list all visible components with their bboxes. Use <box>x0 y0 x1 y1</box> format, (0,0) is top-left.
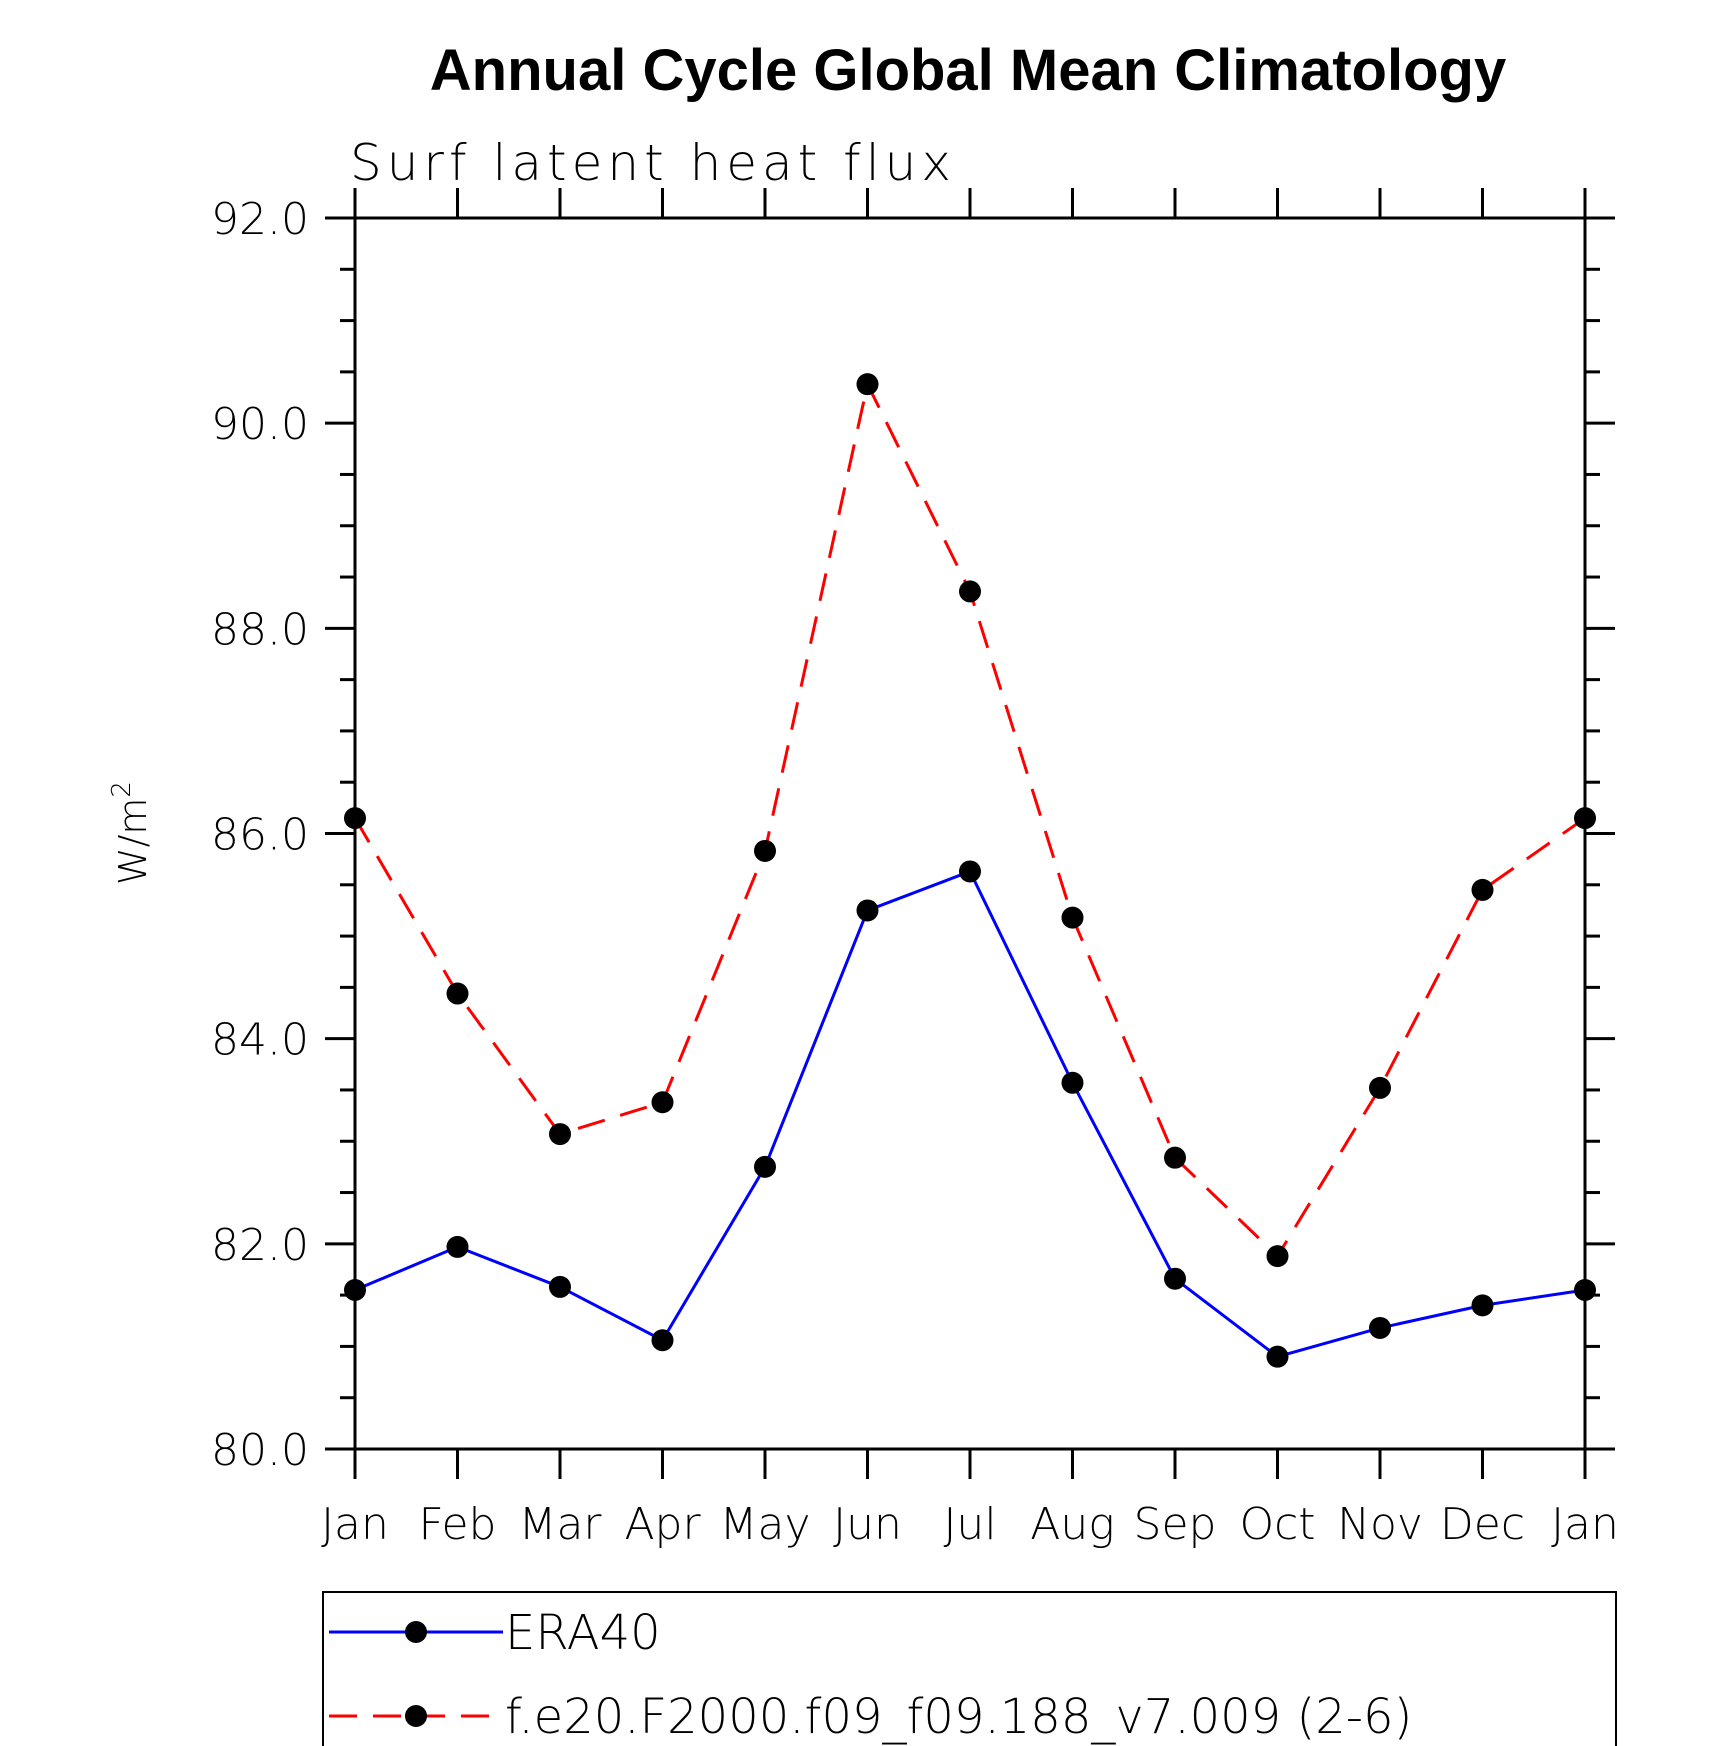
data-point <box>651 1091 674 1114</box>
y-tick-label: 80.0 <box>211 1425 309 1476</box>
x-tick-labels: Jan Feb Mar Apr May Jun Jul Aug Sep Oct Nov Dec Jan <box>321 1499 1619 1550</box>
chart-subtitle: Surf latent heat flux <box>350 134 956 192</box>
data-point <box>1061 1071 1084 1094</box>
axis-ticks <box>325 188 1615 1479</box>
x-tick-label: Dec <box>1440 1499 1525 1550</box>
svg-text:W/m2: W/m2 <box>107 781 155 885</box>
data-point <box>754 1155 776 1178</box>
chart-title: Annual Cycle Global Mean Climatology <box>430 38 1506 103</box>
y-axis-label-superscript: 2 <box>107 781 137 798</box>
data-point <box>1266 1245 1289 1268</box>
data-point <box>446 1235 469 1258</box>
x-tick-label: Oct <box>1239 1499 1315 1550</box>
data-point <box>549 1123 571 1146</box>
y-tick-label: 90.0 <box>211 399 309 450</box>
data-point <box>1266 1345 1289 1368</box>
x-tick-label: Jun <box>833 1499 902 1550</box>
x-tick-label: Nov <box>1337 1499 1423 1550</box>
data-point <box>1369 1316 1391 1339</box>
data-point <box>1061 906 1084 929</box>
y-tick-labels: 80.0 82.0 84.0 86.0 88.0 90.0 92.0 <box>211 194 309 1476</box>
x-tick-label: Jul <box>943 1499 996 1550</box>
x-tick-label: Jan <box>321 1499 389 1550</box>
legend-marker <box>405 1705 427 1727</box>
x-tick-label: Apr <box>624 1499 701 1550</box>
legend-item-2: f.e20.F2000.f09_f09.188_v7.009 (2-6) <box>329 1689 1412 1745</box>
x-tick-label: Aug <box>1030 1499 1114 1550</box>
legend-marker <box>405 1621 427 1643</box>
plot-frame <box>353 216 1587 1451</box>
legend-label: f.e20.F2000.f09_f09.188_v7.009 (2-6) <box>505 1689 1412 1745</box>
data-point <box>1164 1267 1186 1290</box>
data-point <box>959 860 981 883</box>
data-point <box>651 1329 674 1352</box>
legend-items: ERA40 f.e20.F2000.f09_f09.188_v7.009 (2-6… <box>329 1605 1412 1745</box>
x-tick-label: Sep <box>1134 1499 1217 1550</box>
series-1 <box>344 860 1596 1368</box>
series-line <box>354 869 1586 1359</box>
data-point <box>856 899 879 922</box>
data-point <box>1471 1294 1494 1317</box>
y-tick-label: 88.0 <box>211 604 309 655</box>
data-point <box>446 982 469 1005</box>
y-axis-label: W/m2 <box>107 781 155 885</box>
x-tick-label: Feb <box>419 1499 497 1550</box>
data-point <box>549 1275 571 1298</box>
x-tick-label: May <box>720 1499 811 1550</box>
x-tick-label: Mar <box>518 1499 602 1550</box>
y-tick-label: 84.0 <box>211 1015 309 1066</box>
y-axis-label-text: W/m <box>111 798 155 885</box>
data-point <box>1369 1076 1391 1099</box>
data-point <box>754 839 776 862</box>
series-line <box>353 382 1586 1258</box>
data-point <box>959 580 981 603</box>
data-point <box>1471 878 1494 901</box>
legend-label: ERA40 <box>505 1605 661 1661</box>
x-tick-label: Jan <box>1551 1499 1619 1550</box>
data-point <box>856 373 879 396</box>
legend <box>322 1591 1617 1746</box>
series-2 <box>344 373 1596 1268</box>
y-tick-label: 86.0 <box>211 810 309 861</box>
legend-item-1: ERA40 <box>329 1605 661 1661</box>
y-tick-label: 92.0 <box>211 194 309 245</box>
y-tick-label: 82.0 <box>211 1220 309 1271</box>
data-point <box>1164 1146 1186 1169</box>
plot-series <box>344 373 1596 1368</box>
